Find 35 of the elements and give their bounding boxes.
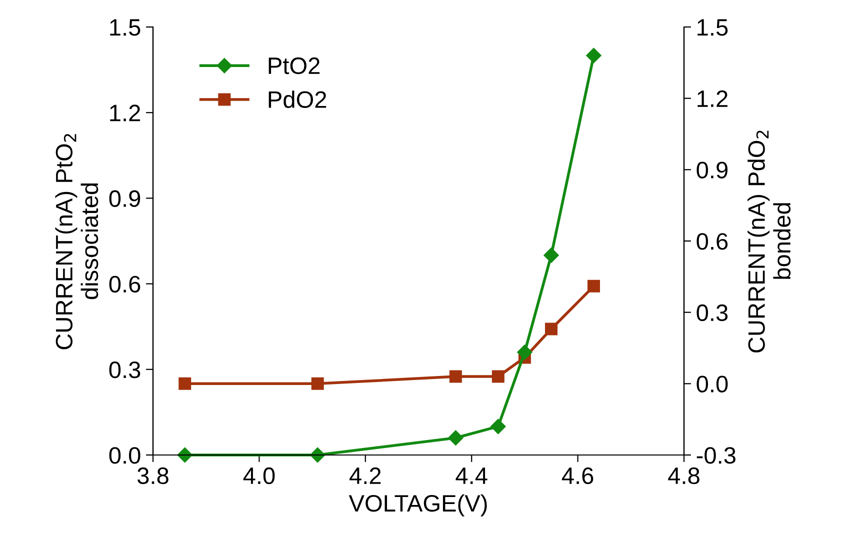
y-tick-label: 1.5 (110, 19, 140, 36)
point (545, 322, 558, 336)
y-tick-label: 0.6 (109, 276, 140, 293)
legend-label: PdO2 (268, 90, 326, 108)
x-axis-title: VOLTAGE(V) (348, 494, 487, 516)
point (586, 48, 602, 64)
point (449, 370, 462, 383)
x-tick-label: 4.2 (350, 467, 381, 484)
legend-label: PtO2 (268, 57, 320, 74)
text: CURRENT(nA) PdO$_{2}$ bonded (748, 130, 791, 352)
y2-tick-label: 0.9 (696, 162, 728, 178)
y2-tick-label: -0.3 (696, 447, 736, 464)
point (311, 377, 324, 390)
x-tick-label: 4.4 (456, 468, 488, 484)
point (517, 344, 532, 360)
x-tick-label: 3.8 (137, 467, 168, 484)
y2-tick-label: 0.6 (696, 233, 728, 250)
y-tick-label: 0.3 (109, 361, 140, 378)
y2-tick-label: 1.5 (698, 19, 728, 36)
point (587, 280, 600, 292)
text: CURRENT(nA) PtO$_{2}$ dissociated (55, 134, 98, 350)
y-tick-label: 0.9 (109, 190, 140, 207)
point (544, 248, 559, 263)
point (492, 370, 504, 383)
point (178, 377, 192, 390)
point (490, 418, 506, 434)
y2-tick-label: 0.3 (696, 304, 728, 322)
y2-tick-label: 0.0 (696, 376, 728, 392)
y2-tick-label: 1.2 (698, 90, 728, 107)
y-tick-label: 0.0 (109, 447, 140, 464)
x-tick-label: 4.6 (562, 467, 594, 484)
y-tick-label: 1.2 (110, 104, 140, 122)
x-tick-label: 4.0 (243, 467, 275, 484)
x-tick-label: 4.8 (668, 467, 700, 484)
point (448, 430, 464, 446)
